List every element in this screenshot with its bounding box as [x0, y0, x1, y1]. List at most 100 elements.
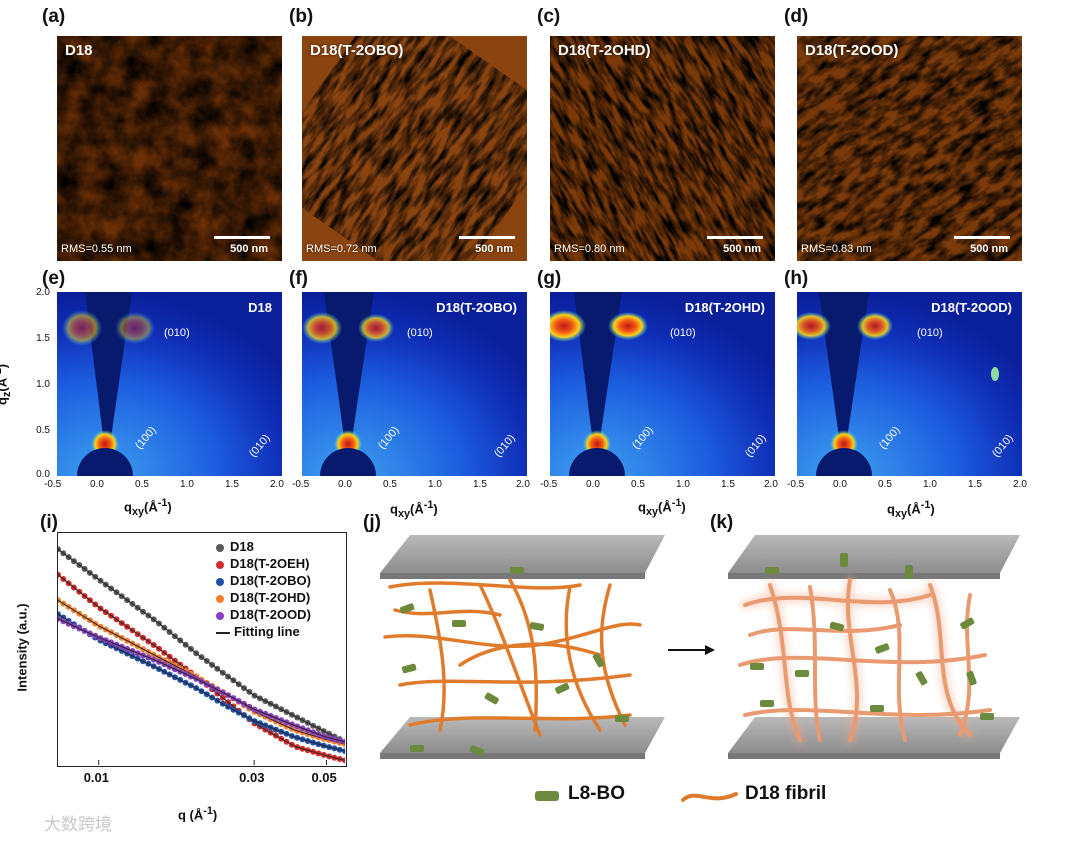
morphology-schematic [380, 535, 1020, 759]
panel-label-d: (d) [784, 6, 809, 27]
panel-label-k: (k) [710, 512, 734, 533]
x-axis-label: qxy(Å-1) [638, 497, 686, 518]
legend-item: Fitting line [216, 624, 300, 639]
giwaxs-map [797, 292, 1022, 476]
x-tick: 0.0 [586, 479, 600, 490]
x-tick: -0.5 [540, 479, 558, 490]
saxs-plot-frame: D18 D18(T-2OEH) D18(T-2OBO) D18(T-2OHD) … [55, 532, 348, 767]
x-tick: 1.5 [473, 479, 487, 490]
afm-image-d18-t2obo: D18(T-2OBO) 500 nm RMS=0.72 nm [302, 36, 527, 261]
giwaxs-pattern-d18-t2ohd: D18(T-2OHD) (010) (100) (010) [550, 292, 775, 476]
legend-l8bo-icon [535, 791, 559, 801]
fit-line [57, 548, 346, 743]
afm-texture [57, 36, 282, 261]
giwaxs-title: D18(T-2OHD) [684, 300, 765, 315]
y-tick: 1.0 [36, 379, 50, 390]
legend-marker [216, 577, 224, 586]
x-tick: 0.0 [338, 479, 352, 490]
schematic-j [380, 535, 665, 759]
fit-line [57, 618, 346, 743]
x-tick: 1.0 [180, 479, 194, 490]
reflection-label: (010) [670, 327, 696, 339]
x-axis-label: qxy(Å-1) [390, 499, 438, 520]
giwaxs-x-axis-e: -0.5 0.0 0.5 1.0 1.5 2.0 qxy(Å-1) [44, 479, 294, 519]
bottom-substrate-edge [728, 753, 1000, 759]
scale-bar [214, 236, 270, 239]
afm-image-d18: D18 500 nm RMS=0.55 nm [57, 36, 282, 261]
d18-fibrils [383, 578, 642, 737]
legend-line [216, 631, 230, 634]
x-tick: 0.5 [135, 479, 149, 490]
rms-value: RMS=0.55 nm [61, 243, 132, 255]
y-tick: 0.5 [36, 425, 50, 436]
saxs-x-axis-label: q (Å-1) [178, 805, 218, 823]
x-tick: 0.5 [631, 479, 645, 490]
x-axis-label: qxy(Å-1) [124, 497, 172, 518]
watermark: 大数跨境 [44, 815, 112, 834]
legend-item: D18(T-2OBO) [216, 573, 311, 588]
y-tick: 0.0 [36, 469, 50, 480]
afm-title: D18(T-2OBO) [310, 42, 404, 59]
panel-label-j: (j) [363, 512, 381, 533]
bottom-substrate-edge [380, 753, 645, 759]
x-tick: 1.0 [923, 479, 937, 490]
panel-label-h: (h) [784, 268, 809, 289]
rms-value: RMS=0.80 nm [554, 243, 625, 255]
schematic-k [728, 535, 1020, 759]
x-axis-label: qxy(Å-1) [887, 499, 935, 520]
bottom-substrate [728, 717, 1020, 753]
legend-item: D18 [216, 539, 254, 554]
x-tick: 2.0 [1013, 479, 1027, 490]
afm-texture [550, 36, 775, 261]
d18-fibrils [738, 578, 992, 742]
giwaxs-x-axis-h: -0.5 0.0 0.5 1.0 1.5 2.0 qxy(Å-1) [787, 479, 1037, 520]
l8bo-molecules [399, 567, 629, 756]
legend-item: D18(T-2OOD) [216, 607, 311, 622]
giwaxs-pattern-d18-t2obo: D18(T-2OBO) (010) (100) (010) [302, 292, 527, 476]
scale-bar-label: 500 nm [230, 243, 268, 255]
legend-marker [216, 560, 224, 569]
x-tick: -0.5 [787, 479, 805, 490]
legend-marker [216, 611, 224, 620]
reflection-label: (010) [917, 327, 943, 339]
panel-label-g: (g) [537, 268, 562, 289]
afm-image-d18-t2ood: D18(T-2OOD) 500 nm RMS=0.83 nm [797, 36, 1022, 261]
x-tick: 2.0 [270, 479, 284, 490]
scale-bar-label: 500 nm [723, 243, 761, 255]
scale-bar [459, 236, 515, 239]
giwaxs-x-axis-f: -0.5 0.0 0.5 1.0 1.5 2.0 qxy(Å-1) [292, 479, 542, 520]
panel-label-f: (f) [289, 268, 308, 289]
giwaxs-pattern-d18-t2ood: D18(T-2OOD) (010) (100) (010) [797, 292, 1022, 476]
x-tick: 0.5 [878, 479, 892, 490]
top-substrate [728, 535, 1020, 573]
giwaxs-y-axis: 2.0 1.5 1.0 0.5 0.0 qz(Å-1) [0, 287, 54, 480]
giwaxs-map [57, 292, 282, 476]
saxs-x-ticks: 0.01 0.03 0.05 [57, 770, 347, 786]
y-tick: 1.5 [36, 333, 50, 344]
x-tick: 1.5 [968, 479, 982, 490]
rms-value: RMS=0.72 nm [306, 243, 377, 255]
l8bo-molecules [750, 553, 994, 720]
x-tick: 1.0 [676, 479, 690, 490]
x-tick: 0.5 [383, 479, 397, 490]
x-tick: -0.5 [292, 479, 310, 490]
x-tick-label: 0.03 [239, 770, 265, 785]
panel-label-a: (a) [42, 6, 66, 27]
top-substrate [380, 535, 665, 573]
legend-marker [216, 543, 224, 552]
afm-texture [797, 36, 1022, 261]
legend-item: D18(T-2OHD) [216, 590, 310, 605]
series-4 [55, 615, 348, 745]
saxs-y-axis-label: Intensity (a.u.) [14, 603, 30, 692]
afm-texture [302, 36, 527, 261]
afm-title: D18 [65, 42, 93, 59]
legend-marker [216, 594, 224, 603]
x-tick-label: 0.05 [311, 770, 337, 785]
reflection-label: (010) [164, 327, 190, 339]
x-tick: 2.0 [764, 479, 778, 490]
legend-fibril-label: D18 fibril [745, 783, 827, 804]
x-tick: 1.0 [428, 479, 442, 490]
x-tick-label: 0.01 [83, 770, 110, 785]
x-tick: 0.0 [90, 479, 104, 490]
giwaxs-title: D18(T-2OBO) [436, 300, 517, 315]
